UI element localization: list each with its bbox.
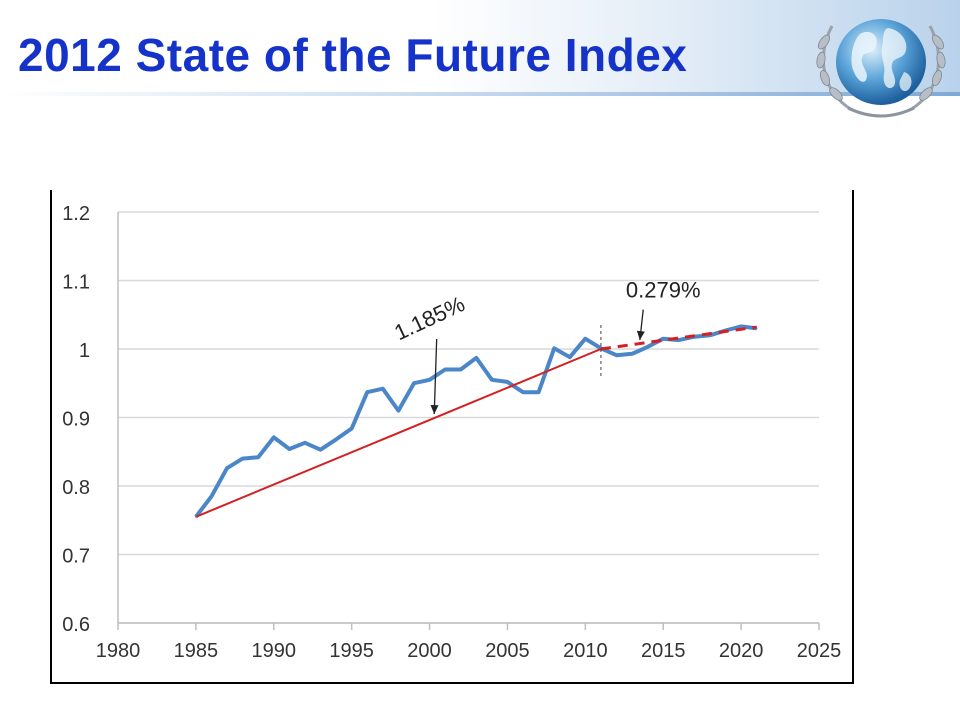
series-point (553, 347, 555, 350)
annotation-arrowhead (636, 330, 645, 341)
y-tick-label: 1.1 (62, 272, 90, 294)
un-emblem-globe-icon (816, 19, 946, 118)
series-point (257, 456, 259, 459)
annotation-label: 1.185% (390, 291, 468, 345)
series-point (646, 346, 649, 348)
x-tick-label: 2005 (485, 640, 530, 662)
series-point (350, 427, 353, 430)
y-tick-label: 1 (79, 340, 90, 362)
slide-title: 2012 State of the Future Index (18, 29, 688, 81)
y-tick-label: 0.7 (62, 546, 90, 568)
series-point (413, 382, 415, 385)
series-point (662, 337, 665, 340)
x-tick-label: 2000 (407, 640, 452, 662)
series-point (382, 387, 384, 390)
series-point (226, 467, 228, 469)
series-point (740, 325, 742, 328)
series-point (631, 352, 633, 355)
series-point (272, 436, 275, 439)
annotation-arrowhead (430, 404, 439, 415)
x-tick-label: 1985 (174, 640, 219, 662)
series-point (444, 368, 446, 371)
series-point (522, 391, 524, 393)
header-rule (0, 92, 960, 96)
series-point (537, 391, 540, 393)
series-point (506, 381, 509, 383)
series-point (568, 356, 571, 359)
y-tick-label: 0.8 (62, 477, 90, 499)
series-point (304, 442, 306, 444)
x-tick-label: 1995 (329, 640, 374, 662)
series-point (241, 457, 244, 460)
x-tick-label: 2015 (641, 640, 686, 662)
series-point (335, 438, 337, 441)
y-tick-label: 1.2 (62, 203, 90, 225)
series-point (459, 368, 462, 371)
series-point (210, 495, 213, 498)
x-tick-label: 2020 (719, 640, 764, 662)
chart-frame: 0.6 0.7 0.8 0.9 1 1.1 1.2 1980 1985 1990 1995 2000 2… (50, 190, 854, 684)
series-point (319, 448, 322, 451)
series-point (584, 337, 587, 340)
x-tick-label: 1990 (252, 640, 297, 662)
trend-line-forecast (600, 325, 757, 351)
annotation-arrow (433, 339, 438, 415)
series-point (678, 339, 680, 341)
trend-line-historic (195, 348, 602, 518)
series-point (428, 379, 431, 381)
y-tick-label: 0.9 (62, 409, 90, 431)
series-point (366, 391, 369, 393)
series-point (475, 357, 478, 359)
line-chart: 0.6 0.7 0.8 0.9 1 1.1 1.2 1980 1985 1990 1995 2000 2… (62, 203, 842, 662)
slide-header (0, 0, 960, 96)
series-line-index (194, 324, 757, 519)
x-tick-label: 2010 (563, 640, 608, 662)
series-point (491, 379, 493, 381)
y-tick-label: 0.6 (62, 614, 90, 636)
x-tick-label: 2025 (797, 640, 842, 662)
series-point (397, 409, 400, 412)
x-tick-label: 1980 (96, 640, 141, 662)
annotation-label: 0.279% (626, 278, 701, 303)
series-point (288, 448, 291, 450)
series-point (615, 354, 618, 356)
